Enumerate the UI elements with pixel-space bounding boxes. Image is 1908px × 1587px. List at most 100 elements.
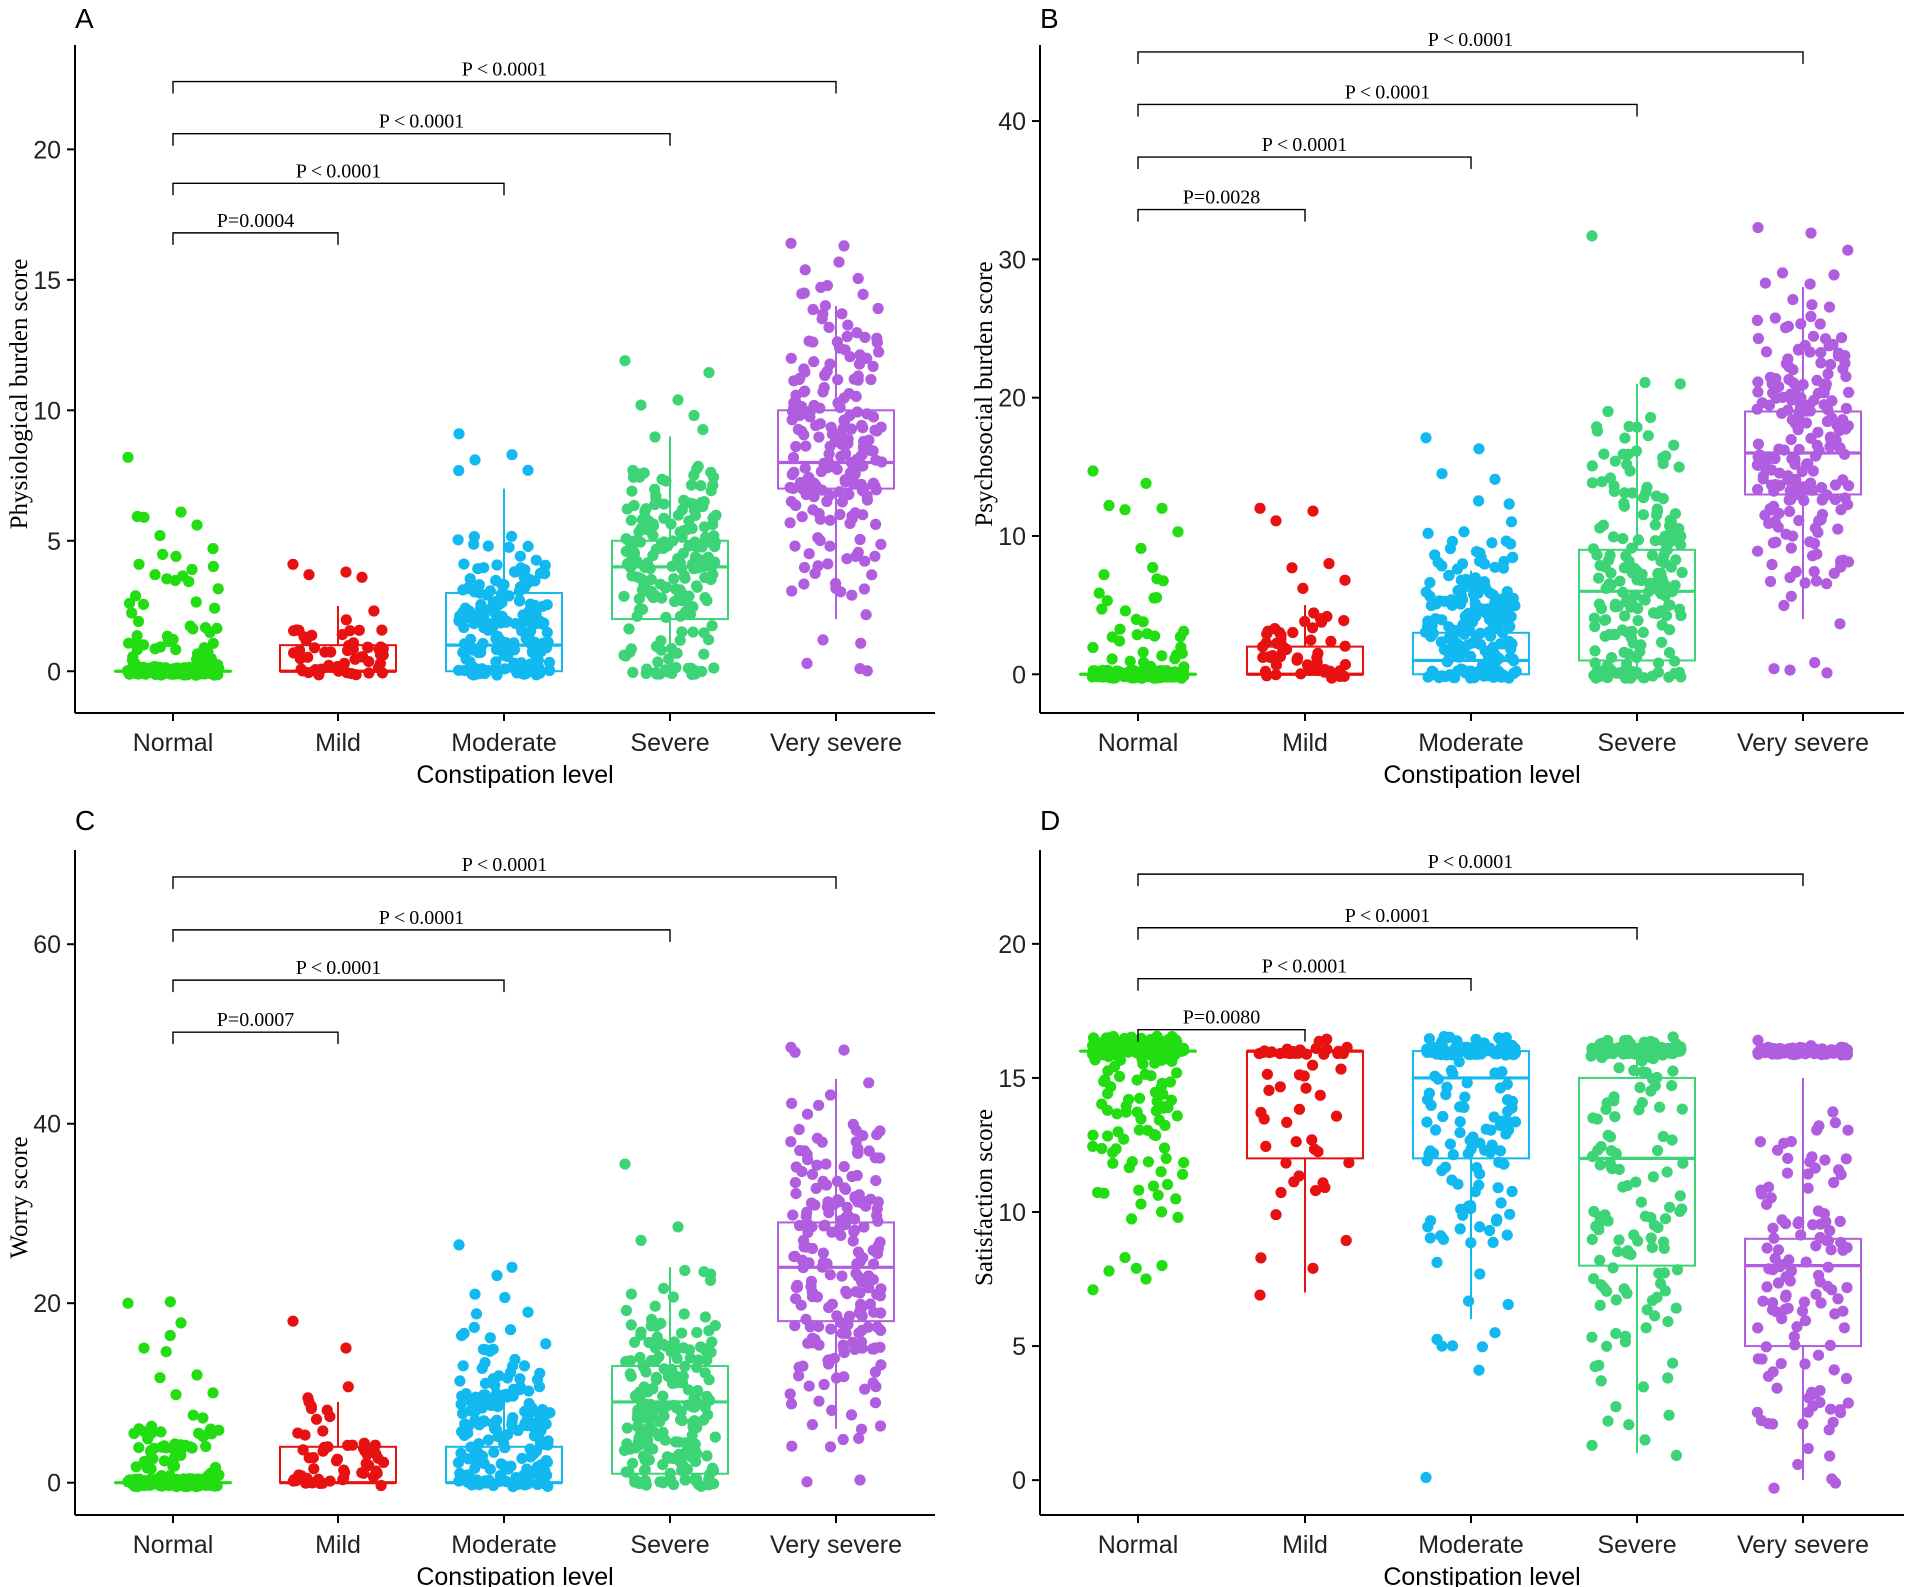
data-point (798, 561, 811, 574)
data-point (1474, 627, 1486, 640)
data-point (1119, 605, 1131, 617)
outlier-point (186, 563, 198, 576)
data-point (853, 358, 866, 370)
data-point (1177, 1168, 1189, 1180)
data-point (1840, 371, 1852, 383)
data-point (639, 561, 651, 574)
data-point (454, 610, 466, 622)
data-point (1829, 493, 1841, 506)
data-point (799, 264, 811, 276)
data-point (633, 593, 645, 605)
outlier-point (207, 1387, 219, 1399)
data-point (207, 637, 219, 649)
data-point (824, 540, 836, 552)
data-point (489, 1418, 501, 1431)
outlier-point (522, 464, 534, 476)
x-tick-label: Moderate (1418, 1531, 1524, 1559)
data-point (211, 622, 223, 635)
data-point (669, 596, 681, 608)
data-point (1827, 338, 1839, 351)
data-point (1470, 546, 1483, 558)
data-point (1668, 439, 1680, 451)
data-point (836, 1327, 848, 1339)
data-point (706, 1336, 718, 1348)
data-point (1804, 536, 1816, 548)
data-point (667, 663, 679, 675)
data-point (1457, 558, 1469, 570)
data-point (852, 1147, 864, 1159)
data-point (836, 431, 848, 443)
data-point (175, 1439, 187, 1451)
y-tick-label: 10 (33, 397, 61, 425)
data-point (843, 1310, 856, 1322)
data-point (342, 1381, 354, 1393)
data-point (856, 1324, 868, 1336)
data-point (649, 483, 661, 495)
significance-bracket (1137, 1028, 1306, 1042)
data-point (491, 614, 503, 626)
outlier-point (1752, 222, 1764, 234)
data-point (1793, 406, 1805, 418)
data-point (817, 1247, 829, 1259)
data-point (1767, 1222, 1779, 1234)
x-tick-label: Very severe (1737, 1531, 1869, 1559)
data-point (838, 1371, 850, 1383)
data-point (1447, 1149, 1459, 1161)
data-point (1809, 657, 1821, 669)
data-point (1133, 1184, 1145, 1196)
data-point (867, 1377, 879, 1389)
box-group-severe (611, 1158, 729, 1492)
data-point (807, 303, 819, 316)
data-point (803, 479, 815, 491)
outlier-point (1323, 558, 1335, 570)
data-point (1593, 572, 1605, 584)
data-point (856, 1301, 868, 1314)
x-axis-title: Constipation level (416, 1563, 613, 1587)
data-point (836, 308, 848, 320)
outlier-point (287, 1315, 299, 1327)
data-point (1789, 1339, 1801, 1351)
data-point (1594, 1254, 1606, 1266)
data-point (688, 504, 701, 516)
data-point (310, 1413, 323, 1425)
data-point (1307, 622, 1319, 634)
data-point (1663, 624, 1676, 636)
data-point (647, 1407, 659, 1419)
data-point (1766, 558, 1778, 571)
x-tick-label: Moderate (451, 729, 557, 757)
data-point (701, 1450, 713, 1462)
outlier-point (672, 394, 684, 406)
data-point (1441, 1081, 1453, 1093)
data-point (821, 280, 834, 292)
data-point (482, 540, 494, 552)
data-point (1458, 1101, 1470, 1113)
data-point (1157, 1088, 1169, 1100)
data-point (813, 1395, 825, 1407)
data-point (803, 1380, 815, 1392)
data-point (534, 667, 546, 679)
outlier-point (1151, 573, 1163, 585)
data-point (707, 568, 719, 581)
data-point (1646, 549, 1658, 561)
data-point (1092, 1048, 1104, 1060)
data-point (785, 352, 797, 364)
data-point (1116, 1042, 1128, 1054)
data-point (1797, 1418, 1809, 1430)
data-point (1607, 1262, 1619, 1274)
data-point (691, 1476, 703, 1488)
data-point (806, 1221, 818, 1233)
data-point (1821, 578, 1833, 590)
data-point (1811, 439, 1823, 451)
data-point (1639, 594, 1651, 606)
data-point (1764, 575, 1777, 588)
data-point (703, 1325, 715, 1337)
data-point (1595, 1375, 1607, 1387)
data-point (1133, 1124, 1145, 1136)
data-point (1645, 1232, 1657, 1244)
outlier-point (1270, 1209, 1282, 1221)
data-point (696, 541, 708, 553)
data-point (511, 1383, 523, 1395)
data-point (1818, 387, 1830, 399)
outlier-point (170, 550, 182, 563)
data-point (852, 272, 864, 285)
